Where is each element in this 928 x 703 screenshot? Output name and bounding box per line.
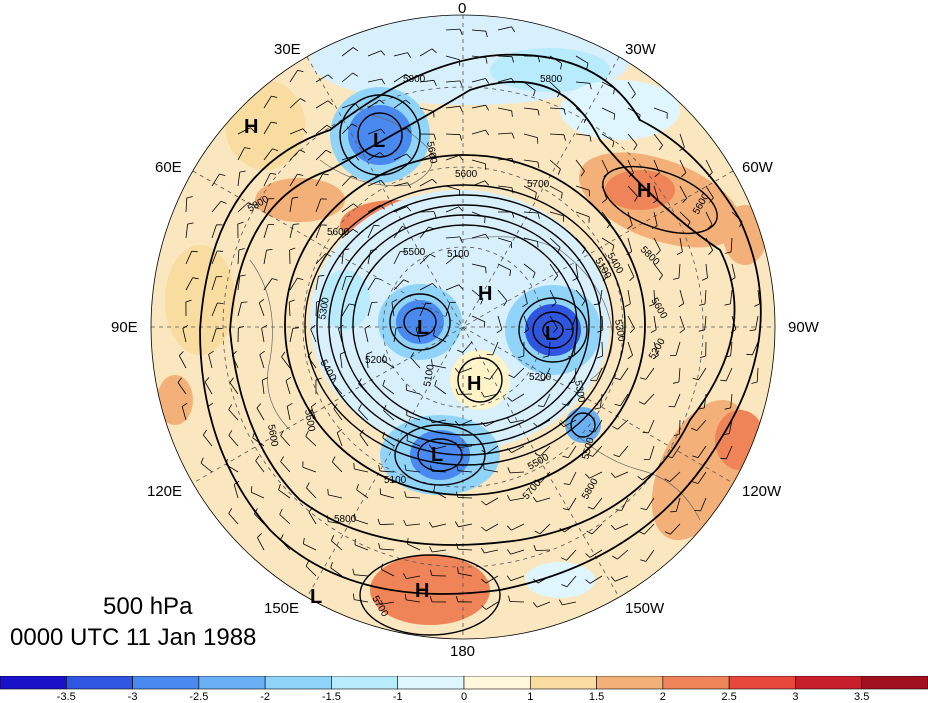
colorbar-box: [199, 676, 265, 689]
wind-barb-feather: [746, 354, 752, 355]
level-title: 500 hPa: [103, 593, 192, 621]
lon-label-30w: 30W: [625, 41, 656, 58]
pressure-center-high: H: [478, 283, 492, 305]
colorbar: [0, 676, 928, 690]
pressure-center-low: L: [417, 317, 429, 339]
wind-barb: [458, 498, 472, 499]
colorbar-label: 3.5: [854, 691, 869, 703]
colorbar-label: -1: [393, 691, 403, 703]
pressure-center-high: H: [637, 180, 651, 202]
wind-barb-feather: [426, 303, 432, 304]
colorbar-box: [66, 676, 132, 689]
wind-barb-feather: [354, 463, 355, 469]
pressure-center-low: L: [310, 586, 322, 608]
wind-barb-feather: [695, 510, 701, 511]
contour-label: 5500: [403, 247, 426, 258]
colorbar-box: [729, 676, 795, 689]
contour-label: 5800: [334, 514, 357, 525]
contour-label: 5600: [327, 227, 350, 238]
pressure-center-low: L: [545, 323, 557, 345]
lon-label-180: 180: [450, 643, 475, 660]
wind-barb-feather: [486, 267, 487, 273]
colorbar-label: -1.5: [322, 691, 341, 703]
colorbar-label: -2: [260, 691, 270, 703]
lon-label-150e: 150E: [264, 600, 299, 617]
wind-barb-feather: [328, 489, 329, 495]
wind-barb-feather: [591, 380, 597, 381]
colorbar-box: [0, 676, 66, 689]
colorbar-label: 2.5: [721, 691, 736, 703]
pressure-center-high: H: [415, 580, 429, 602]
lon-label-90e: 90E: [111, 319, 138, 336]
colorbar-label: -3: [128, 691, 138, 703]
colorbar-label: -2.5: [189, 691, 208, 703]
pressure-center-low: L: [431, 444, 443, 466]
colorbar-box: [663, 676, 729, 689]
lon-label-30e: 30E: [274, 41, 301, 58]
colorbar-label: 3: [792, 691, 798, 703]
colorbar-box: [265, 676, 331, 689]
contour-label: 5200: [365, 355, 388, 366]
lon-label-60e: 60E: [155, 159, 182, 176]
wind-barb-feather: [643, 432, 649, 433]
colorbar-label: 2: [660, 691, 666, 703]
colorbar-label: 1: [527, 691, 533, 703]
pressure-center-high: H: [467, 373, 481, 395]
contour-label: 5800: [403, 74, 426, 85]
colorbar-box: [530, 676, 596, 689]
contour-label: 5100: [447, 249, 470, 260]
wind-barb-feather: [217, 303, 223, 304]
wind-barb: [510, 602, 524, 603]
wind-barb-feather: [721, 458, 727, 459]
wind-barb-feather: [669, 406, 675, 407]
pressure-center-low: L: [373, 130, 385, 152]
colorbar-box: [133, 676, 199, 689]
time-title: 0000 UTC 11 Jan 1988: [10, 624, 256, 652]
colorbar-label: -3.5: [57, 691, 76, 703]
contour-label: 5100: [384, 475, 407, 486]
colorbar-box: [862, 676, 928, 689]
lon-label-60w: 60W: [742, 159, 773, 176]
colorbar-box: [464, 676, 530, 689]
colorbar-box: [597, 676, 663, 689]
colorbar-box: [398, 676, 464, 689]
lon-label-120e: 120E: [147, 483, 182, 500]
lon-label-150w: 150W: [625, 600, 664, 617]
colorbar-box: [331, 676, 397, 689]
wind-barb-feather: [293, 224, 299, 225]
lon-label-120w: 120W: [742, 483, 781, 500]
wind-barb: [680, 420, 681, 434]
lon-label-0: 0: [458, 0, 466, 17]
pressure-center-high: H: [244, 116, 258, 138]
contour-label: 5800: [540, 74, 563, 85]
colorbar-label: 0: [461, 691, 467, 703]
colorbar-label: 1.5: [589, 691, 604, 703]
contour-label: 5600: [455, 169, 478, 180]
contour-label: 5200: [529, 372, 552, 383]
lon-label-90w: 90W: [788, 319, 819, 336]
contour-label: 5700: [527, 179, 550, 190]
colorbar-box: [795, 676, 861, 689]
